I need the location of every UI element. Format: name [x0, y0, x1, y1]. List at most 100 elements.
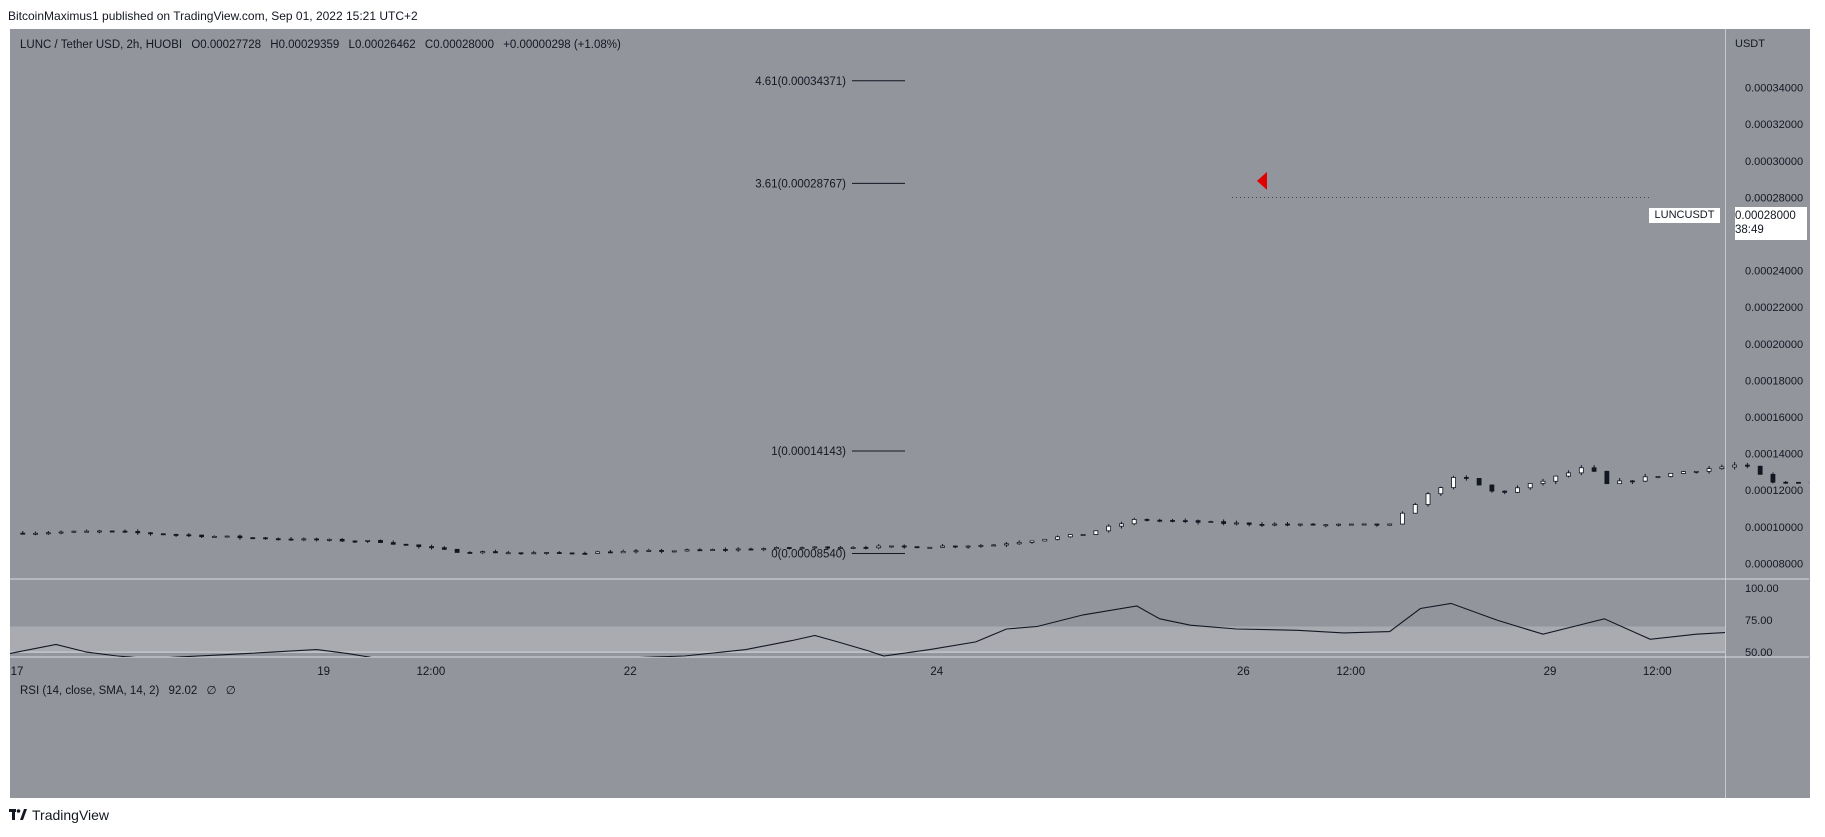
candle-body	[1195, 520, 1201, 523]
candle-body	[1489, 484, 1495, 492]
candle-body	[850, 547, 856, 549]
candle-body	[991, 544, 997, 547]
candle-body	[595, 551, 601, 554]
price-axis[interactable]	[1725, 29, 1810, 798]
candle-body	[1604, 470, 1610, 485]
candle-body	[927, 546, 933, 549]
rsi-extra-1: ∅	[206, 685, 217, 697]
candle-body	[1080, 534, 1086, 536]
price-tick-label: 0.00016000	[1745, 412, 1803, 424]
red-marker-triangle	[1257, 171, 1267, 190]
symbol-legend: LUNC / Tether USD, 2h, HUOBI O0.00027728…	[20, 39, 627, 51]
chart-frame[interactable]	[10, 29, 1809, 798]
candle-body	[1221, 521, 1227, 524]
candle-body	[1387, 523, 1393, 526]
price-tick-label: 0.00014000	[1745, 449, 1803, 461]
candle-body	[250, 537, 256, 540]
candle-body	[58, 531, 64, 534]
candle-body	[365, 539, 371, 542]
candle-body	[531, 552, 537, 555]
candle-body	[1297, 523, 1303, 526]
candle-body	[416, 544, 422, 547]
candle-body	[837, 547, 843, 549]
candle-body	[1553, 475, 1559, 482]
candle-body	[786, 547, 792, 549]
candle-body	[1515, 487, 1520, 493]
chart-canvas[interactable]: 0.00034000 0.00032000 0.00030000 0.00028000…	[10, 29, 1809, 798]
candle-body	[288, 538, 294, 541]
fib-level-label: 3.61(0.00028767)	[755, 178, 846, 190]
symbol-tag: LUNCUSDT	[1649, 208, 1720, 223]
candle-body	[748, 548, 754, 551]
candle-body	[582, 552, 588, 555]
candles-group	[20, 462, 1809, 555]
price-tick-label: 0.00008000	[1745, 558, 1803, 570]
symbol-name[interactable]: LUNC / Tether USD, 2h, HUOBI	[20, 39, 183, 51]
time-tick-label: 19	[317, 666, 330, 678]
candle-body	[556, 552, 562, 554]
brand-footer[interactable]: TradingView	[9, 807, 109, 823]
time-tick-label: 12:00	[417, 666, 446, 678]
candle-body	[84, 530, 90, 533]
tradingview-logo-icon	[9, 809, 27, 820]
candle-body	[1642, 476, 1648, 482]
candle-body	[352, 540, 358, 543]
fib-level-label: 0(0.00008540)	[771, 548, 846, 560]
candle-body	[1655, 476, 1661, 478]
candle-body	[1336, 523, 1341, 526]
candle-body	[914, 546, 920, 549]
close-value: 0.00028000	[433, 39, 494, 51]
rsi-name[interactable]: RSI (14, close, SMA, 14, 2)	[20, 685, 160, 697]
candle-body	[148, 532, 153, 535]
candle-body	[1093, 530, 1099, 535]
candle-body	[378, 539, 383, 543]
candle-body	[403, 543, 409, 546]
candle-body	[45, 532, 51, 535]
candle-body	[710, 549, 716, 551]
candle-body	[825, 546, 830, 549]
candle-body	[1412, 504, 1418, 514]
rsi-tick-label: 75.00	[1745, 615, 1773, 627]
candle-body	[1361, 523, 1367, 526]
candle-body	[1770, 473, 1776, 483]
candle-body	[735, 548, 741, 551]
rsi-value: 92.02	[168, 685, 198, 697]
candle-body	[493, 551, 498, 554]
candle-body	[1323, 524, 1329, 527]
price-tick-label: 0.00020000	[1745, 339, 1803, 351]
price-tick-label: 0.00028000	[1745, 192, 1803, 204]
candle-body	[518, 552, 524, 555]
candle-body	[544, 552, 549, 554]
candle-body	[1706, 468, 1712, 472]
candle-body	[1285, 523, 1290, 526]
candle-body	[1502, 490, 1508, 493]
candle-body	[1425, 493, 1431, 505]
fib-level-label: 1(0.00014143)	[771, 446, 846, 458]
candle-body	[1668, 472, 1674, 477]
candle-body	[1348, 523, 1354, 526]
candle-body	[33, 532, 38, 535]
rsi-legend: RSI (14, close, SMA, 14, 2) 92.02 ∅ ∅	[20, 683, 242, 697]
price-tick-label: 0.00010000	[1745, 522, 1803, 534]
open-value: 0.00027728	[200, 39, 262, 51]
candle-body	[1182, 520, 1188, 523]
candle-body	[1578, 467, 1584, 474]
rsi-overbought-band	[10, 626, 1725, 653]
brand-name: TradingView	[32, 807, 110, 823]
candle-body	[97, 530, 102, 533]
candle-body	[390, 542, 396, 545]
candle-body	[505, 552, 511, 555]
close-label: C	[424, 39, 434, 51]
candle-body	[1783, 481, 1789, 484]
candle-body	[1796, 481, 1801, 484]
candle-body	[237, 535, 243, 539]
candle-body	[671, 550, 677, 553]
time-tick-label: 29	[1544, 666, 1557, 678]
candle-body	[940, 545, 945, 548]
candle-body	[429, 546, 434, 549]
time-tick-label: 26	[1237, 666, 1250, 678]
candle-body	[160, 533, 166, 536]
candle-body	[301, 538, 307, 541]
price-tick-label: 0.00022000	[1745, 302, 1803, 314]
candle-body	[441, 547, 447, 550]
